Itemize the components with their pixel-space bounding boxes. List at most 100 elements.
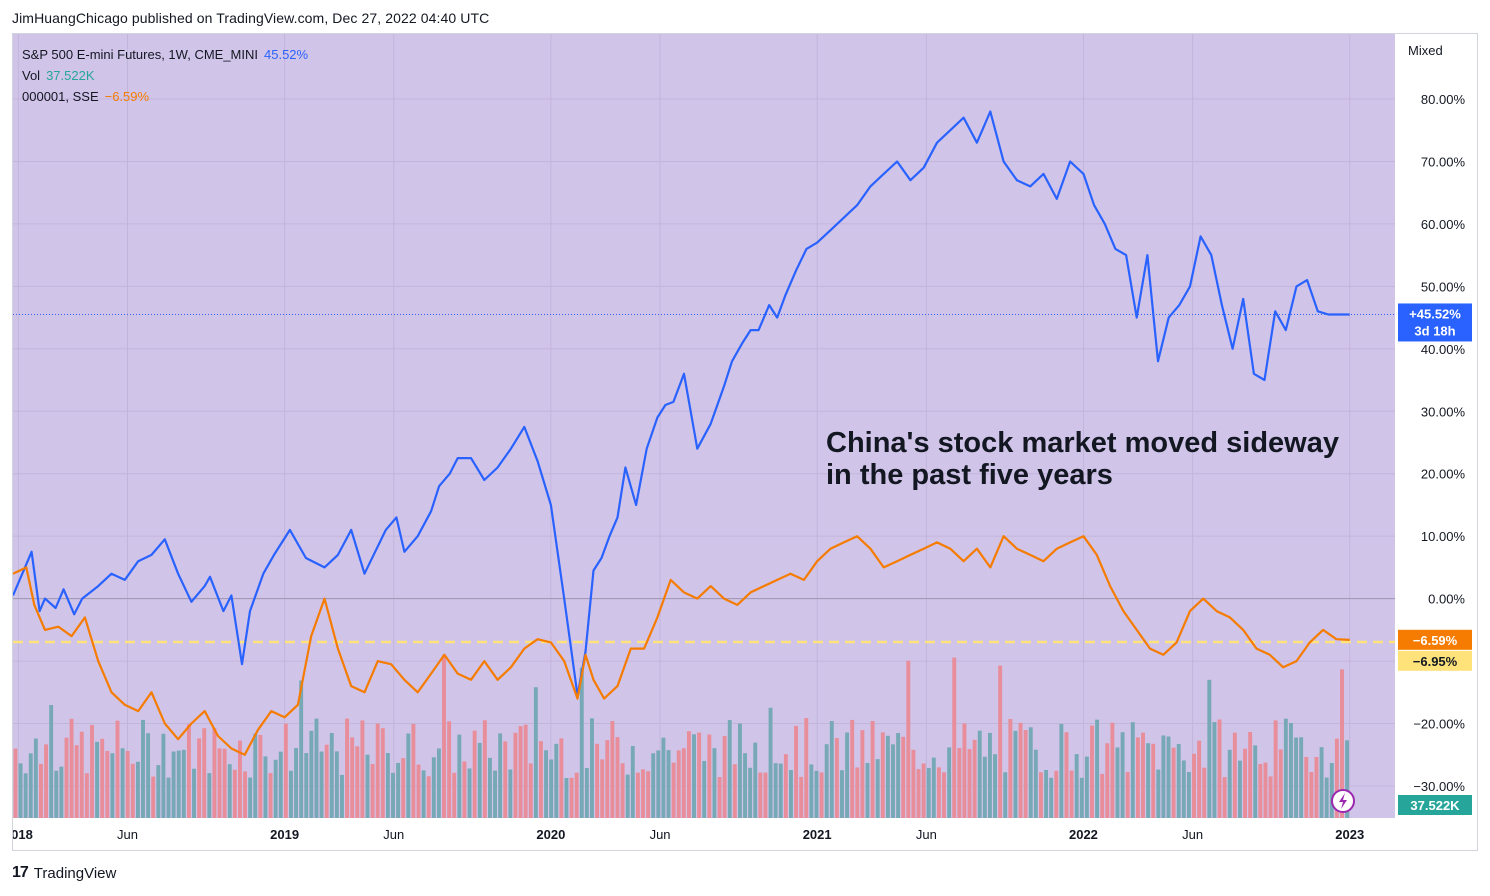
volume-bar: [141, 719, 145, 818]
volume-bar: [442, 654, 446, 818]
volume-bar: [641, 769, 645, 818]
volume-bar: [615, 737, 620, 818]
volume-bar: [314, 718, 319, 818]
legend-label-spx: S&P 500 E-mini Futures, 1W, CME_MINI: [22, 47, 258, 62]
legend-row-volume[interactable]: Vol 37.522K: [22, 65, 308, 86]
scale-mode-label[interactable]: Mixed: [1408, 43, 1443, 58]
volume-tag-text: 37.522K: [1410, 798, 1460, 813]
volume-bar: [1243, 748, 1247, 818]
time-axis[interactable]: 2018 Jun 2019 Jun 2020 Jun 2021 Jun 2022 Jun 2023: [4, 818, 1395, 850]
volume-bar: [850, 719, 855, 818]
volume-bar: [304, 753, 309, 818]
volume-bar: [1314, 756, 1319, 818]
volume-bar: [130, 763, 135, 818]
volume-bar: [74, 745, 79, 818]
volume-bar: [957, 747, 962, 818]
volume-bar: [232, 769, 237, 818]
volume-bar: [559, 738, 564, 818]
x-tick-label: Jun: [916, 827, 937, 842]
volume-bar: [1059, 723, 1064, 818]
volume-bar: [829, 721, 834, 818]
volume-bar: [584, 767, 589, 818]
volume-bar: [1049, 777, 1054, 818]
volume-bar: [896, 732, 901, 818]
volume-bar: [1212, 722, 1217, 818]
volume-bar: [278, 751, 283, 818]
volume-bar: [544, 750, 549, 818]
volume-bar: [64, 737, 69, 818]
volume-bar: [365, 754, 370, 818]
publisher-header: JimHuangChicago published on TradingView…: [12, 10, 490, 26]
volume-bar: [1044, 769, 1049, 818]
volume-bar: [1197, 740, 1202, 818]
volume-bar: [79, 731, 84, 818]
volume-bar: [421, 770, 426, 818]
volume-bar: [1018, 722, 1023, 818]
legend-row-spx[interactable]: S&P 500 E-mini Futures, 1W, CME_MINI 45.5…: [22, 44, 308, 65]
volume-bar: [656, 750, 661, 818]
legend-label-sse: 000001, SSE: [22, 89, 99, 104]
y-tick-label: 70.00%: [1421, 154, 1466, 169]
volume-bar: [23, 773, 28, 818]
price-axis[interactable]: 80.00% 70.00% 60.00% 50.00% 40.00% 30.00% 20.0…: [1395, 34, 1477, 818]
tradingview-logo-icon: 17: [12, 864, 29, 881]
volume-bar: [635, 772, 640, 818]
volume-bar: [579, 667, 584, 818]
x-tick-label: Jun: [383, 827, 404, 842]
volume-bar: [722, 735, 727, 818]
volume-bar: [1141, 732, 1145, 818]
volume-bar: [487, 757, 492, 818]
volume-bar: [467, 768, 472, 818]
volume-bar: [1135, 737, 1140, 818]
volume-bar: [253, 733, 258, 818]
y-tick-label: 50.00%: [1421, 279, 1466, 294]
volume-bar: [385, 752, 390, 818]
volume-bar: [237, 740, 242, 818]
volume-bar: [952, 657, 957, 818]
volume-bar: [1263, 762, 1268, 818]
volume-bar: [482, 720, 487, 818]
volume-bar: [192, 768, 196, 818]
tradingview-brand: TradingView: [33, 864, 117, 882]
volume-bar: [324, 744, 329, 818]
volume-bar: [901, 736, 906, 818]
volume-bar: [875, 759, 880, 818]
volume-bar: [1345, 740, 1350, 818]
volume-bar: [457, 734, 462, 818]
spx-price-tag: +45.52% 3d 18h: [1398, 303, 1472, 342]
volume-bar: [1039, 772, 1043, 818]
volume-bar: [610, 721, 615, 818]
volume-bar: [702, 760, 707, 818]
volume-bar: [59, 766, 64, 818]
volume-bar: [819, 772, 824, 818]
legend-value-sse: −6.59%: [104, 89, 150, 104]
volume-bar: [574, 772, 579, 818]
legend-row-sse[interactable]: 000001, SSE −6.59%: [22, 86, 308, 107]
volume-bar: [712, 748, 717, 818]
annotation-line-1: China's stock market moved sideway: [826, 427, 1339, 459]
volume-bar: [243, 771, 247, 818]
volume-bar: [1028, 727, 1033, 818]
x-tick-label: 2019: [270, 827, 299, 842]
x-tick-label: Jun: [650, 827, 671, 842]
volume-bar: [447, 721, 452, 818]
volume-bar: [676, 750, 681, 818]
volume-bar: [1202, 767, 1207, 818]
volume-bar: [375, 723, 380, 818]
sse-price-tag-text: −6.59%: [1413, 633, 1458, 648]
replay-lightning-icon: [1331, 789, 1355, 813]
volume-bar: [212, 728, 217, 818]
volume-bar: [227, 764, 232, 818]
volume-bar: [865, 763, 870, 818]
volume-bar: [1105, 743, 1110, 818]
volume-bar: [1171, 747, 1176, 818]
volume-bar: [840, 770, 844, 818]
volume-bar: [329, 732, 334, 818]
spx-price-tag-text: +45.52%: [1409, 306, 1461, 321]
volume-bar: [799, 776, 804, 818]
volume-bar: [947, 747, 952, 818]
legend-value-spx: 45.52%: [264, 47, 309, 62]
volume-bar: [431, 757, 436, 818]
volume-bar: [1166, 736, 1171, 818]
